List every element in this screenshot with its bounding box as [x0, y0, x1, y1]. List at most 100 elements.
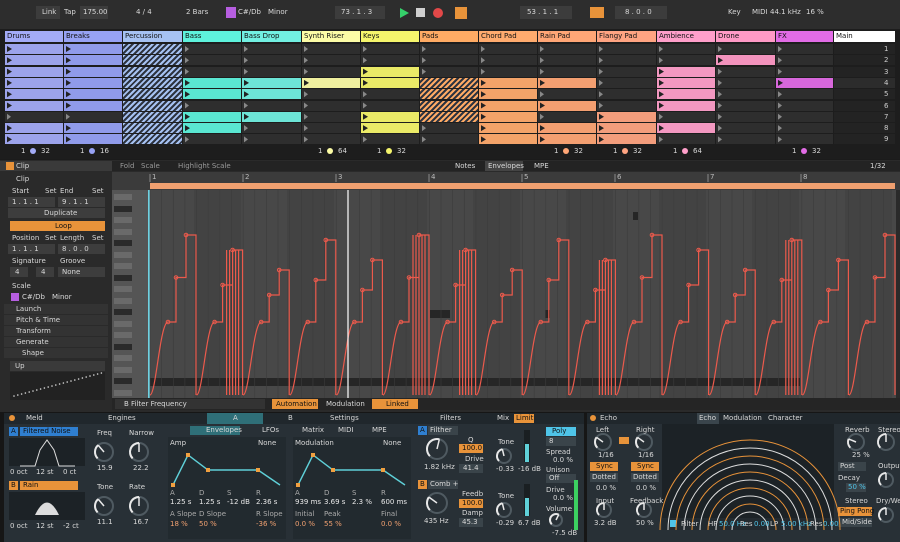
loop-start[interactable]: 53 . 1 . 1 [527, 8, 559, 16]
track-header[interactable] [361, 31, 419, 42]
loop-length-field[interactable] [615, 6, 667, 19]
clip-slot[interactable] [420, 111, 478, 122]
link[interactable]: Link [42, 8, 57, 16]
empty-slot[interactable] [302, 111, 360, 122]
tabs[interactable]: Echo [699, 414, 716, 422]
clip-slot[interactable] [64, 55, 122, 66]
empty-slot[interactable] [538, 44, 596, 54]
track-header[interactable] [242, 31, 301, 42]
env-tabs[interactable]: Matrix [302, 426, 325, 434]
voices[interactable]: 8 [549, 437, 554, 445]
link-button[interactable] [36, 6, 60, 19]
sync-button[interactable] [590, 462, 618, 471]
tempo-field[interactable] [80, 6, 108, 19]
empty-slot[interactable] [776, 111, 833, 122]
clip-slot[interactable] [538, 100, 596, 111]
name[interactable]: Keys [363, 32, 380, 40]
clip-slot[interactable] [479, 111, 537, 122]
empty-slot[interactable] [716, 134, 775, 145]
clip-slot[interactable] [361, 123, 419, 134]
scenes[interactable]: 4 [884, 78, 889, 87]
empty-slot[interactable] [716, 111, 775, 122]
name[interactable]: Breaks [66, 32, 90, 40]
name[interactable]: Pads [422, 32, 439, 40]
section-header[interactable] [4, 326, 108, 336]
empty-slot[interactable] [361, 55, 419, 66]
name[interactable]: Chord Pad [481, 32, 517, 40]
tab-active[interactable] [207, 413, 263, 424]
empty-slot[interactable] [420, 134, 478, 145]
mode-button[interactable] [372, 399, 418, 409]
dropdown[interactable] [428, 426, 458, 435]
empty-slot[interactable] [302, 123, 360, 134]
scale-name[interactable]: Minor [52, 293, 72, 301]
empty-slot[interactable] [776, 134, 833, 145]
mode-button[interactable] [272, 399, 318, 409]
editor-tabs[interactable]: Envelopes [488, 162, 524, 170]
dropdown[interactable] [838, 462, 866, 471]
clip-slot[interactable] [361, 111, 419, 122]
dropdown[interactable] [10, 361, 105, 371]
shape-type[interactable]: Up [15, 362, 25, 370]
track-header[interactable] [302, 31, 360, 42]
clip-slot[interactable] [5, 100, 63, 111]
dotted[interactable]: Dotted [633, 473, 657, 481]
clip-slot[interactable] [123, 123, 182, 134]
settings[interactable]: Settings [330, 414, 359, 422]
tab-active[interactable] [190, 426, 240, 435]
clip-slot[interactable] [183, 77, 241, 88]
scenes[interactable]: 2 [884, 56, 889, 65]
type[interactable]: Filther [430, 426, 452, 434]
clip-slot[interactable] [657, 89, 715, 100]
empty-slot[interactable] [420, 123, 478, 134]
clip-slot[interactable] [64, 123, 122, 134]
clip-slot[interactable] [5, 134, 63, 145]
clip-slot[interactable] [479, 134, 537, 145]
arrangement-position[interactable]: 73 . 1 . 3 [341, 8, 373, 16]
clip-slot[interactable] [776, 77, 833, 88]
groove[interactable]: None [62, 268, 81, 276]
tabs[interactable]: Modulation [723, 414, 762, 422]
empty-slot[interactable] [538, 66, 596, 77]
mid-side[interactable] [838, 518, 872, 527]
clip-slot[interactable] [479, 89, 537, 100]
envelope-param[interactable]: B Filter Frequency [124, 400, 187, 408]
name[interactable]: Flangy Pad [599, 32, 638, 40]
clip-slot[interactable] [302, 77, 360, 88]
clip-slot[interactable] [5, 77, 63, 88]
empty-slot[interactable] [597, 100, 656, 111]
empty-slot[interactable] [597, 44, 656, 54]
empty-slot[interactable] [776, 44, 833, 54]
dropdown[interactable] [546, 474, 576, 483]
tab-active[interactable] [697, 413, 719, 424]
empty-slot[interactable] [538, 111, 596, 122]
button[interactable] [8, 208, 105, 218]
clip-slot[interactable] [123, 44, 182, 54]
quantization[interactable]: 2 Bars [186, 8, 209, 16]
unison[interactable]: Off [549, 474, 560, 482]
target[interactable]: None [383, 439, 402, 447]
scene-slot[interactable] [834, 134, 895, 145]
clip-slot[interactable] [361, 77, 419, 88]
dropdown[interactable] [20, 481, 78, 490]
limit[interactable]: Limit [516, 414, 534, 422]
empty-slot[interactable] [657, 134, 715, 145]
clip-slot[interactable] [183, 123, 241, 134]
clip-slot[interactable] [597, 111, 656, 122]
tabs[interactable]: Scale [141, 162, 160, 170]
mid-side[interactable]: Mid/Side [842, 518, 872, 526]
name[interactable]: Rain Pad [540, 32, 571, 40]
clip-slot[interactable] [64, 44, 122, 54]
tap[interactable]: Tap [64, 8, 76, 16]
sync[interactable]: Sync [596, 462, 613, 470]
grid[interactable]: 1/32 [870, 162, 886, 170]
empty-slot[interactable] [361, 100, 419, 111]
dropdown[interactable] [546, 437, 576, 446]
limit-button[interactable] [514, 414, 534, 423]
track-header[interactable] [64, 31, 122, 42]
reverb-pos[interactable]: Post [840, 462, 855, 470]
dropdown[interactable] [631, 473, 659, 482]
empty-slot[interactable] [657, 44, 715, 54]
midi-map[interactable]: MIDI [752, 8, 768, 16]
key[interactable]: C#/Db [238, 8, 261, 16]
